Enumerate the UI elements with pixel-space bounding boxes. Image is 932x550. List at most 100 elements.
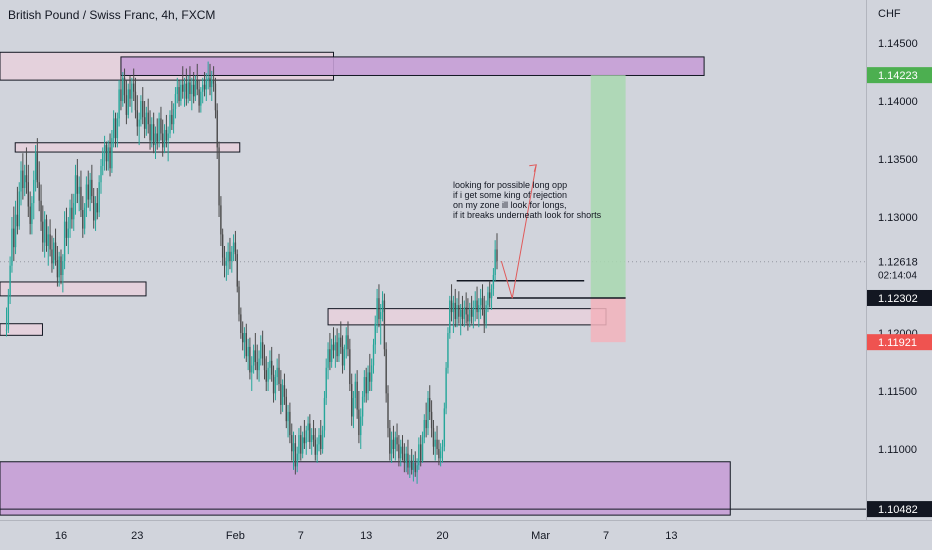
arrow-drawing	[500, 164, 537, 299]
stop-zone	[590, 297, 626, 343]
candle-body	[280, 384, 282, 405]
candle-body	[109, 147, 111, 169]
candle-body	[349, 349, 351, 385]
candle-body	[311, 435, 313, 443]
price-tick-label: 1.11500	[878, 386, 917, 398]
candle-body	[285, 396, 287, 422]
candle-body	[445, 367, 447, 409]
candle-body	[396, 437, 398, 445]
candle-body	[162, 133, 164, 148]
candle-body	[256, 362, 258, 371]
candle-body	[378, 298, 380, 320]
candle-body	[356, 381, 358, 410]
price-tag-label: 1.12618	[878, 256, 918, 268]
zone-rect	[327, 308, 607, 326]
candle-body	[158, 118, 160, 142]
candle-body	[82, 210, 84, 229]
candle-body	[147, 112, 149, 125]
candle-body	[449, 300, 451, 333]
candle-body	[133, 83, 135, 92]
candle-body	[281, 385, 284, 405]
candle-body	[238, 286, 240, 315]
candle-body	[73, 203, 75, 220]
candle-body	[325, 367, 327, 398]
candle-body	[205, 80, 207, 90]
candle-body	[200, 91, 202, 106]
candle-body	[62, 261, 64, 275]
candle-body	[370, 365, 373, 382]
candle-body	[94, 203, 97, 221]
candle-body	[232, 242, 235, 252]
long-position-tool[interactable]	[590, 75, 626, 343]
candle-body	[9, 265, 11, 296]
candle-body	[380, 312, 382, 320]
candle-body	[169, 114, 171, 134]
candle-body	[58, 256, 60, 278]
candle-body	[258, 358, 260, 371]
candle-body	[434, 439, 436, 447]
candle-body	[127, 89, 129, 115]
candle-body	[87, 184, 89, 200]
candle-body	[481, 298, 484, 310]
candle-body	[107, 147, 109, 162]
candle-body	[252, 350, 255, 366]
price-axis[interactable]: 1.100001.105001.110001.115001.120001.125…	[878, 0, 918, 550]
forecast-arrow	[500, 164, 537, 299]
candle-body	[185, 83, 188, 99]
chart-title: British Pound / Swiss Franc, 4h, FXCM	[8, 8, 216, 22]
horizontal-lines	[0, 280, 866, 510]
candle-body	[176, 87, 178, 95]
candle-body	[51, 249, 53, 264]
candle-body	[131, 83, 133, 99]
price-tick-label: 1.14500	[878, 38, 918, 50]
price-tag-label: 1.14223	[878, 70, 918, 82]
candle-body	[149, 124, 151, 141]
candle-body	[450, 300, 453, 313]
candle-body	[11, 228, 13, 266]
candle-body	[71, 207, 73, 220]
candle-body	[334, 342, 337, 351]
candle-body	[140, 101, 142, 120]
zones-layer	[0, 51, 731, 516]
candle-body	[276, 367, 278, 378]
candle-body	[478, 305, 480, 313]
candle-body	[27, 182, 29, 207]
candle-body	[403, 453, 406, 463]
candle-body	[365, 377, 367, 394]
candle-body	[329, 349, 331, 362]
candle-body	[122, 77, 124, 101]
candle-body	[209, 77, 211, 88]
price-tag-bg	[867, 253, 932, 282]
candle-body	[136, 110, 138, 127]
target-zone	[590, 75, 626, 298]
currency-label: CHF	[878, 8, 901, 20]
candle-body	[105, 145, 108, 162]
candle-body	[394, 437, 396, 449]
candle-body	[492, 275, 495, 289]
candle-body	[47, 234, 49, 246]
candle-body	[160, 118, 162, 134]
candle-body	[249, 346, 251, 373]
candle-body	[151, 124, 153, 141]
candle-body	[287, 411, 289, 422]
candle-body	[387, 393, 389, 429]
candle-body	[303, 437, 306, 444]
candle-body	[114, 118, 117, 139]
candle-body	[45, 219, 48, 246]
candle-body	[102, 153, 104, 166]
candle-body	[340, 337, 342, 347]
candle-body	[296, 453, 298, 467]
candle-body	[40, 200, 42, 222]
candle-body	[405, 453, 407, 463]
candle-body	[80, 186, 82, 211]
candle-body	[470, 309, 473, 317]
candle-body	[120, 89, 122, 101]
candle-body	[392, 439, 395, 449]
candle-body	[272, 374, 275, 394]
candle-body	[345, 335, 347, 350]
zone-rect	[14, 142, 241, 153]
time-axis[interactable]: 16 23 Feb 7 13 20 Mar 7 13	[55, 530, 678, 542]
candle-body	[300, 435, 302, 454]
candle-body	[427, 397, 429, 429]
